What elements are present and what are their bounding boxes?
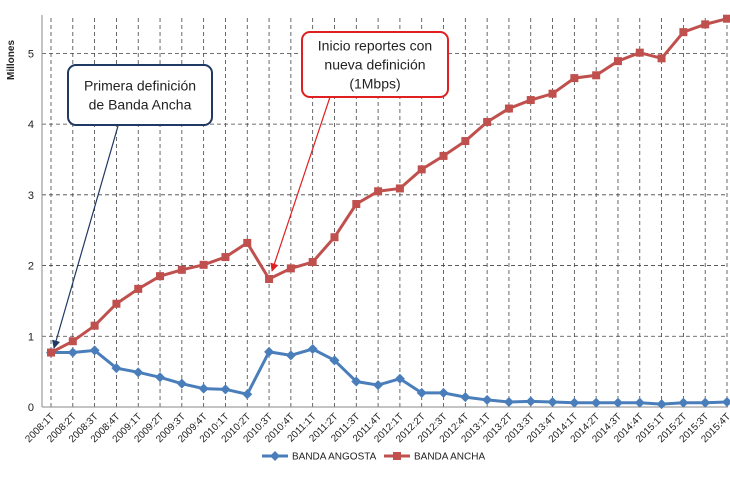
marker bbox=[657, 54, 666, 63]
marker bbox=[526, 96, 535, 105]
marker bbox=[635, 48, 644, 57]
marker bbox=[329, 355, 340, 366]
annotation-text: (1Mbps) bbox=[349, 76, 400, 92]
marker bbox=[307, 344, 318, 355]
marker bbox=[67, 347, 78, 358]
y-axis-label: Millones bbox=[6, 40, 17, 80]
marker bbox=[679, 28, 688, 37]
marker bbox=[89, 345, 100, 356]
marker bbox=[656, 399, 667, 410]
marker bbox=[134, 284, 143, 293]
marker bbox=[678, 397, 689, 408]
marker bbox=[483, 117, 492, 126]
marker bbox=[701, 20, 710, 29]
marker bbox=[395, 184, 404, 193]
marker bbox=[286, 264, 295, 273]
marker bbox=[570, 74, 579, 83]
marker bbox=[156, 272, 165, 281]
marker bbox=[330, 233, 339, 242]
marker bbox=[634, 397, 645, 408]
marker bbox=[133, 367, 144, 378]
annotation-arrow bbox=[270, 96, 331, 272]
annotation-text: Inicio reportes con bbox=[318, 38, 432, 54]
marker bbox=[591, 397, 602, 408]
marker bbox=[460, 392, 471, 403]
marker bbox=[68, 337, 77, 346]
legend-label: BANDA ANCHA bbox=[414, 452, 485, 463]
marker bbox=[308, 258, 317, 267]
series-line bbox=[51, 347, 728, 406]
marker bbox=[394, 373, 405, 384]
marker bbox=[374, 187, 383, 196]
legend-marker bbox=[270, 451, 280, 461]
marker bbox=[525, 396, 536, 407]
marker bbox=[221, 253, 230, 262]
marker bbox=[351, 376, 362, 387]
marker bbox=[155, 372, 166, 383]
marker bbox=[722, 397, 730, 408]
marker bbox=[47, 348, 55, 357]
legend-marker bbox=[393, 452, 401, 460]
marker bbox=[264, 346, 275, 357]
annotation-arrow bbox=[52, 125, 119, 349]
marker bbox=[220, 384, 231, 395]
marker bbox=[592, 71, 601, 80]
marker bbox=[177, 265, 186, 274]
marker bbox=[111, 363, 122, 374]
marker bbox=[242, 389, 253, 400]
marker bbox=[352, 200, 361, 209]
y-tick-label: 3 bbox=[28, 190, 34, 202]
y-tick-label: 1 bbox=[28, 331, 34, 343]
marker bbox=[439, 151, 448, 160]
marker bbox=[438, 387, 449, 398]
marker bbox=[613, 57, 622, 66]
marker bbox=[503, 397, 514, 408]
marker bbox=[504, 104, 513, 113]
marker bbox=[461, 137, 470, 146]
marker bbox=[373, 380, 384, 391]
y-tick-label: 5 bbox=[28, 48, 34, 60]
marker bbox=[243, 238, 252, 247]
y-tick-label: 0 bbox=[28, 402, 34, 414]
marker bbox=[265, 274, 274, 283]
annotation-text: de Banda Ancha bbox=[89, 97, 192, 113]
marker bbox=[700, 397, 711, 408]
marker bbox=[547, 397, 558, 408]
marker bbox=[176, 378, 187, 389]
marker bbox=[285, 350, 296, 361]
marker bbox=[199, 260, 208, 269]
marker bbox=[723, 14, 730, 23]
legend-label: BANDA ANGOSTA bbox=[292, 452, 377, 463]
marker bbox=[416, 387, 427, 398]
annotation-text: Primera definición bbox=[84, 78, 196, 94]
marker bbox=[198, 383, 209, 394]
y-tick-label: 4 bbox=[28, 119, 34, 131]
y-tick-label: 2 bbox=[28, 261, 34, 273]
marker bbox=[612, 397, 623, 408]
marker bbox=[482, 394, 493, 405]
marker bbox=[417, 165, 426, 174]
annotation-box bbox=[67, 64, 213, 126]
marker bbox=[90, 321, 99, 330]
marker bbox=[112, 299, 121, 308]
marker bbox=[548, 89, 557, 98]
annotation-text: nueva definición bbox=[324, 57, 425, 73]
annotation-box bbox=[301, 31, 449, 98]
marker bbox=[569, 397, 580, 408]
